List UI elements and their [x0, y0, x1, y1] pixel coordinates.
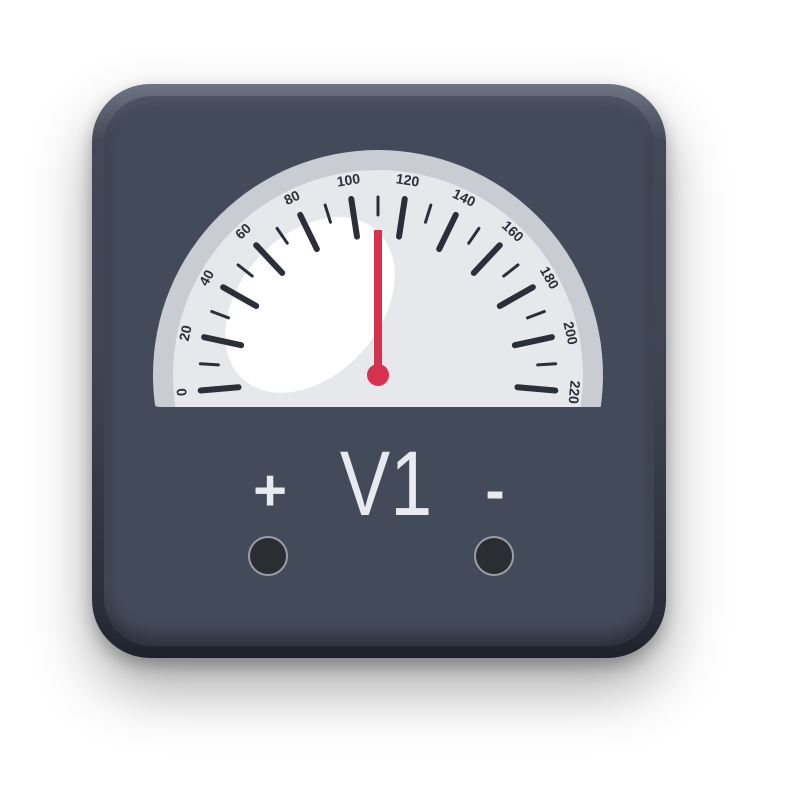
- negative-terminal[interactable]: [474, 536, 514, 576]
- major-tick: [396, 196, 408, 240]
- scale-label-80: 80: [281, 187, 302, 208]
- minor-tick: [536, 362, 558, 367]
- major-tick: [197, 384, 242, 394]
- major-tick: [436, 211, 459, 253]
- minor-tick: [467, 226, 481, 245]
- scale-label-0: 0: [173, 387, 190, 396]
- needle-pivot: [367, 364, 389, 386]
- minor-tick: [424, 203, 433, 224]
- minor-tick: [275, 226, 289, 245]
- major-tick: [514, 384, 559, 394]
- minor-tick: [323, 203, 332, 224]
- major-tick: [297, 211, 320, 253]
- major-tick: [496, 284, 536, 309]
- major-tick: [201, 334, 245, 349]
- minor-tick: [502, 263, 520, 278]
- scale-label-40: 40: [196, 267, 218, 289]
- major-tick: [253, 242, 286, 276]
- major-tick: [511, 334, 555, 349]
- major-tick: [348, 196, 360, 240]
- minor-tick: [210, 309, 231, 320]
- positive-label: +: [253, 458, 287, 523]
- scale-label-20: 20: [176, 324, 195, 343]
- positive-terminal[interactable]: [248, 536, 288, 576]
- major-tick: [220, 284, 260, 309]
- scale-label-120: 120: [395, 170, 421, 189]
- scale-label-200: 200: [560, 320, 581, 346]
- meter-name: V1: [339, 433, 433, 535]
- scale-label-220: 220: [566, 380, 584, 405]
- scale-label-100: 100: [336, 170, 362, 189]
- major-tick: [470, 242, 503, 276]
- minor-tick: [525, 309, 546, 320]
- minor-tick: [236, 263, 254, 278]
- negative-label: -: [485, 458, 505, 523]
- minor-tick: [198, 362, 220, 367]
